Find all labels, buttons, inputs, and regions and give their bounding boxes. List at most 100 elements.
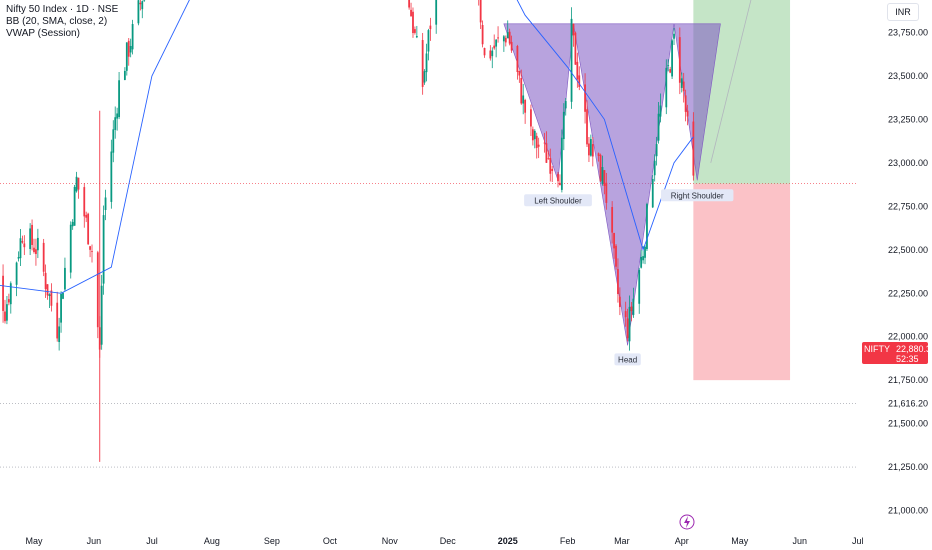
lightning-icon[interactable] bbox=[679, 514, 695, 530]
candle-body bbox=[118, 80, 120, 118]
time-tick-label: 2025 bbox=[498, 536, 518, 546]
candle-body bbox=[533, 130, 536, 140]
bb-indicator-label[interactable]: BB (20, SMA, close, 2) bbox=[6, 16, 108, 27]
candle-body bbox=[520, 78, 523, 104]
projection-line[interactable] bbox=[710, 0, 790, 163]
candle-body bbox=[506, 32, 509, 39]
candle-body bbox=[584, 84, 586, 112]
candle-body bbox=[408, 0, 411, 8]
price-tick-label: 23,250.00 bbox=[888, 114, 928, 124]
candle-body bbox=[131, 24, 134, 50]
stop-zone[interactable] bbox=[693, 183, 791, 381]
candle-body bbox=[91, 251, 93, 252]
chart-legend: Nifty 50 Index · 1D · NSE BB (20, SMA, c… bbox=[6, 4, 118, 40]
candle-body bbox=[102, 215, 105, 284]
candle-body bbox=[64, 267, 66, 290]
price-tick-label: 21,500.00 bbox=[888, 419, 928, 429]
candle-body bbox=[644, 246, 646, 258]
candle-body bbox=[69, 224, 72, 273]
time-tick-label: May bbox=[731, 536, 749, 546]
price-tick-label: 23,750.00 bbox=[888, 28, 928, 38]
candle-body bbox=[617, 269, 619, 294]
price-tick-label: 23,000.00 bbox=[888, 158, 928, 168]
candle-body bbox=[570, 18, 573, 102]
candle-body bbox=[116, 113, 119, 119]
candle-body bbox=[29, 228, 32, 249]
candle-body bbox=[17, 257, 20, 259]
candle-body bbox=[669, 69, 672, 73]
vwap-indicator-label[interactable]: VWAP (Session) bbox=[6, 28, 80, 39]
candle-body bbox=[491, 50, 494, 57]
candle-body bbox=[31, 224, 33, 245]
candle-body bbox=[415, 36, 418, 38]
candle-body bbox=[564, 101, 567, 109]
candle-body bbox=[530, 109, 532, 127]
candle-body bbox=[60, 294, 62, 323]
time-tick-label: Jul bbox=[146, 536, 158, 546]
candle-body bbox=[642, 256, 644, 261]
candle-body bbox=[586, 109, 588, 145]
candle-body bbox=[123, 70, 126, 80]
candle-body bbox=[638, 269, 641, 304]
time-tick-label: May bbox=[25, 536, 43, 546]
candle-body bbox=[141, 1, 144, 10]
time-tick-label: Jun bbox=[87, 536, 102, 546]
candle-body bbox=[493, 45, 496, 49]
reference-lines bbox=[0, 183, 858, 468]
candle-body bbox=[682, 81, 685, 92]
candle-body bbox=[603, 170, 606, 186]
candle-body bbox=[36, 237, 39, 251]
time-axis[interactable]: May Jun Jul Aug Sep Oct Nov Dec 2025 Feb Mar Apr May… bbox=[25, 536, 863, 546]
head-shoulders-pattern[interactable] bbox=[503, 23, 721, 346]
candle-body bbox=[549, 157, 552, 174]
candle-body bbox=[588, 143, 590, 156]
price-axis[interactable]: 26,500.0026,250.0026,000.0025,750.0025,5… bbox=[860, 0, 932, 550]
candle-body bbox=[435, 0, 438, 25]
price-flag-price: 22,880.35 bbox=[896, 344, 932, 354]
price-flag-countdown: 52:35 bbox=[896, 354, 919, 364]
price-tick-label: 22,750.00 bbox=[888, 201, 928, 211]
price-tick-label: 22,000.00 bbox=[888, 332, 928, 342]
candle-body bbox=[2, 275, 4, 311]
candle-body bbox=[560, 137, 563, 190]
candle-body bbox=[516, 45, 519, 73]
candle-body bbox=[15, 262, 18, 285]
time-tick-label: Jun bbox=[792, 536, 807, 546]
candle-body bbox=[562, 111, 565, 140]
candle-body bbox=[543, 142, 546, 144]
candle-body bbox=[502, 36, 505, 42]
candle-body bbox=[680, 78, 683, 88]
candle-body bbox=[33, 247, 35, 253]
candle-body bbox=[613, 232, 615, 249]
candle-body bbox=[425, 53, 428, 73]
candle-body bbox=[673, 33, 675, 39]
symbol-title[interactable]: Nifty 50 Index · 1D · NSE bbox=[6, 4, 119, 15]
candle-body bbox=[96, 252, 99, 328]
candle-body bbox=[655, 144, 658, 157]
candle-body bbox=[518, 70, 521, 76]
candle-body bbox=[48, 294, 51, 297]
candle-body bbox=[632, 298, 635, 315]
candle-body bbox=[429, 25, 432, 30]
pattern-label-bg bbox=[524, 194, 592, 207]
pattern-labels: Left Shoulder Head Right Shoulder bbox=[524, 189, 734, 366]
currency-badge[interactable]: INR bbox=[887, 3, 919, 21]
pattern-label: Left Shoulder bbox=[534, 196, 582, 205]
pattern-label: Right Shoulder bbox=[671, 191, 724, 200]
candle-body bbox=[628, 306, 631, 342]
candle-body bbox=[23, 243, 26, 248]
candle-body bbox=[412, 11, 414, 34]
candle-body bbox=[640, 256, 643, 268]
time-tick-label: Oct bbox=[323, 536, 338, 546]
candle-body bbox=[42, 242, 45, 272]
candle-body bbox=[508, 31, 511, 44]
candle-body bbox=[137, 0, 140, 24]
time-tick-label: Feb bbox=[560, 536, 576, 546]
candle-body bbox=[110, 151, 113, 202]
candle-body bbox=[58, 326, 61, 343]
pattern-label-bg bbox=[661, 189, 734, 202]
candle-body bbox=[667, 65, 670, 66]
candle-body bbox=[427, 30, 430, 52]
